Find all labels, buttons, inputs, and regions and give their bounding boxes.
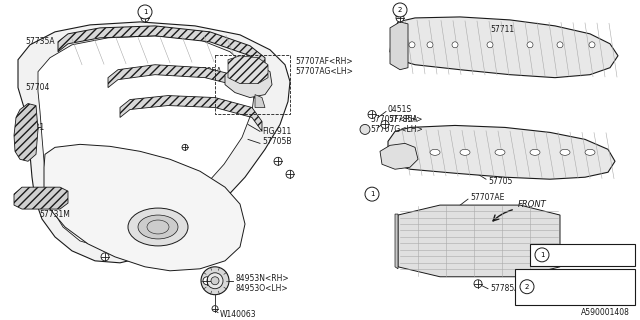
Text: 57707F<RH>: 57707F<RH> [370, 115, 422, 124]
Circle shape [520, 280, 534, 294]
Circle shape [589, 42, 595, 48]
Text: FRONT: FRONT [518, 200, 547, 209]
Text: 57735A: 57735A [26, 37, 55, 46]
Polygon shape [255, 95, 265, 108]
Polygon shape [390, 17, 618, 78]
Circle shape [409, 42, 415, 48]
Circle shape [203, 277, 211, 285]
Text: 57731: 57731 [20, 123, 45, 132]
Circle shape [396, 14, 404, 22]
Text: 57785A: 57785A [193, 67, 222, 76]
Text: 84953N<RH>: 84953N<RH> [235, 274, 289, 283]
Circle shape [138, 5, 152, 19]
Text: 57785A: 57785A [388, 115, 417, 124]
Text: W140007: W140007 [556, 250, 596, 260]
Text: 57704: 57704 [26, 83, 50, 92]
Circle shape [286, 170, 294, 178]
Circle shape [395, 11, 401, 17]
Text: W140063: W140063 [220, 310, 257, 319]
Polygon shape [38, 36, 255, 247]
Text: 57731M: 57731M [39, 210, 70, 219]
Circle shape [535, 248, 549, 262]
Circle shape [207, 273, 223, 289]
Text: M060004: M060004 [543, 274, 579, 283]
Text: A590001408: A590001408 [581, 308, 630, 317]
Circle shape [201, 267, 229, 295]
Polygon shape [225, 65, 272, 98]
Circle shape [474, 280, 482, 288]
Text: 57711: 57711 [490, 25, 514, 34]
Polygon shape [380, 143, 418, 169]
Text: 2: 2 [398, 7, 402, 13]
Text: 57707AE: 57707AE [470, 193, 504, 202]
Circle shape [274, 157, 282, 165]
Text: 1: 1 [370, 191, 374, 197]
Circle shape [527, 42, 533, 48]
Ellipse shape [560, 149, 570, 155]
Ellipse shape [460, 149, 470, 155]
Circle shape [557, 42, 563, 48]
Ellipse shape [530, 149, 540, 155]
Circle shape [368, 110, 376, 118]
Ellipse shape [495, 149, 505, 155]
Text: 57705B: 57705B [262, 137, 291, 146]
Polygon shape [14, 104, 38, 161]
Circle shape [360, 124, 370, 134]
Polygon shape [398, 205, 560, 277]
Polygon shape [228, 56, 268, 84]
Text: 84953O<LH>: 84953O<LH> [235, 284, 287, 293]
Circle shape [487, 42, 493, 48]
Polygon shape [58, 26, 265, 68]
Circle shape [427, 42, 433, 48]
Circle shape [452, 42, 458, 48]
Circle shape [141, 14, 149, 22]
Ellipse shape [585, 149, 595, 155]
Polygon shape [14, 187, 68, 209]
Polygon shape [120, 96, 262, 132]
Text: 1: 1 [540, 252, 544, 258]
Text: 57707G<LH>: 57707G<LH> [370, 125, 423, 134]
Text: 57705: 57705 [488, 177, 513, 186]
Ellipse shape [430, 149, 440, 155]
Text: 57707AG<LH>: 57707AG<LH> [295, 67, 353, 76]
Polygon shape [44, 144, 245, 271]
Circle shape [365, 187, 379, 201]
Circle shape [101, 253, 109, 261]
Circle shape [212, 306, 218, 312]
FancyBboxPatch shape [530, 244, 635, 266]
Ellipse shape [403, 149, 413, 155]
Polygon shape [390, 22, 408, 70]
Polygon shape [388, 125, 615, 179]
Text: 1: 1 [143, 9, 147, 15]
Text: (  -1701): ( -1701) [588, 274, 621, 283]
Polygon shape [108, 65, 258, 101]
Text: 57707AF<RH>: 57707AF<RH> [295, 57, 353, 66]
Polygon shape [395, 214, 398, 269]
Text: 57785A: 57785A [490, 284, 520, 293]
Text: (1701-  ): (1701- ) [588, 292, 621, 301]
Circle shape [211, 277, 219, 285]
Polygon shape [18, 22, 290, 263]
Text: M060012: M060012 [543, 292, 579, 301]
Ellipse shape [128, 208, 188, 246]
Text: 0451S: 0451S [388, 105, 412, 114]
Circle shape [393, 3, 407, 17]
Circle shape [182, 144, 188, 150]
Circle shape [381, 120, 389, 128]
Ellipse shape [138, 215, 178, 239]
FancyBboxPatch shape [515, 269, 635, 305]
Text: FIG.911: FIG.911 [262, 127, 291, 136]
Text: 2: 2 [525, 284, 529, 290]
